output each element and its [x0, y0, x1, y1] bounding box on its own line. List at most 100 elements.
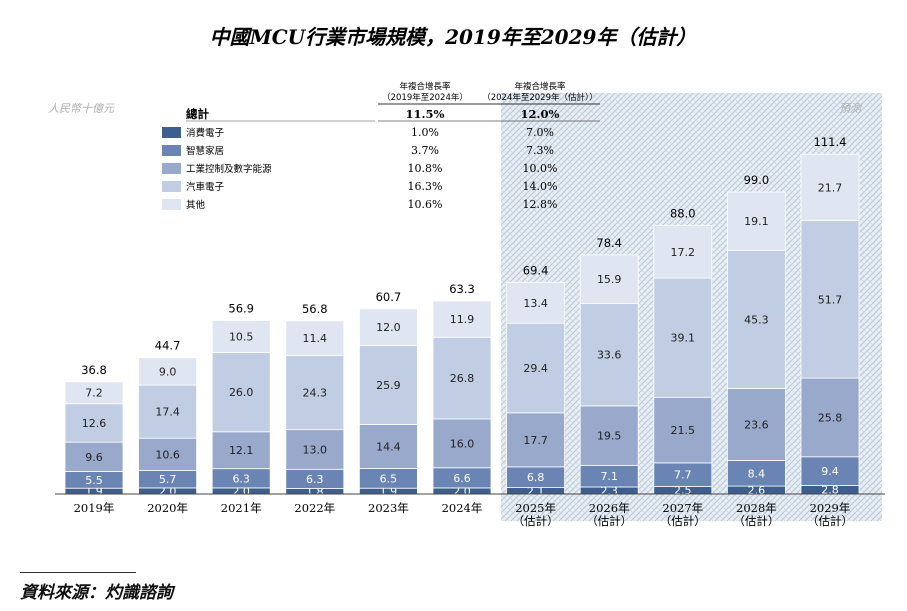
bar-value-label: 12.0 [376, 321, 401, 334]
bar-segment [506, 412, 566, 468]
bar-value-label: 11.4 [303, 332, 328, 345]
bar-value-label: 7.7 [674, 469, 692, 482]
bar-total-label: 44.7 [155, 339, 181, 353]
bar-total-label: 56.9 [228, 301, 254, 315]
bar-segment [653, 225, 713, 279]
bar-value-label: 17.7 [523, 434, 548, 447]
bar-segment [727, 388, 786, 461]
x-tick-label: 2027年 [662, 501, 703, 515]
bar-value-label: 5.7 [159, 473, 177, 486]
forecast-label: 預測 [839, 102, 863, 115]
cagr-header: 年複合增長率 [514, 81, 566, 92]
bar-value-label: 26.8 [450, 372, 475, 385]
bar-value-label: 33.6 [597, 349, 622, 362]
x-tick-label: 2024年 [442, 501, 483, 515]
x-tick-label: 2022年 [294, 501, 335, 515]
bars-layer: 1.95.59.612.67.236.82.05.710.617.49.044.… [64, 135, 860, 498]
bar-segment [285, 429, 345, 470]
unit-label: 人民幣十億元 [48, 102, 115, 115]
legend-swatch [162, 127, 181, 138]
bar-segment [727, 191, 786, 251]
bar-total-label: 60.7 [376, 290, 402, 304]
bar-segment [506, 322, 566, 414]
legend-swatch [162, 145, 181, 156]
bar-segment [64, 381, 124, 405]
legend-title: 總計 [186, 107, 209, 121]
bar-segment [138, 384, 198, 439]
x-tick-labels: 2019年 2020年 2021年 2022年 2023年 2024年 2025年（估計）2… [74, 501, 853, 528]
bar-segment [800, 377, 860, 458]
cagr-value: 3.7% [411, 144, 439, 157]
bar-value-label: 9.6 [85, 451, 103, 464]
bar-segment [800, 153, 860, 221]
bar-value-label: 12.6 [82, 417, 107, 430]
x-tick-label: （估計） [807, 514, 853, 528]
bar-segment [800, 456, 860, 486]
cagr-value: 1.0% [411, 126, 439, 139]
bar-value-label: 11.9 [450, 313, 475, 326]
bar-segment [211, 431, 271, 470]
bar-value-label: 13.4 [523, 297, 548, 310]
legend-label: 智慧家居 [186, 145, 224, 157]
x-tick-label: 2026年 [589, 501, 630, 515]
bar-segment [727, 460, 786, 487]
legend-swatch [162, 181, 181, 192]
bar-value-label: 9.4 [821, 465, 839, 478]
cagr-value: 10.0% [523, 162, 558, 175]
bar-value-label: 17.2 [671, 246, 696, 259]
cagr-value: 10.6% [408, 198, 443, 211]
bar-value-label: 15.9 [597, 273, 622, 286]
bar-segment [64, 403, 124, 443]
x-tick-label: 2020年 [147, 501, 188, 515]
bar-value-label: 19.5 [597, 430, 622, 443]
bar-value-label: 8.4 [748, 467, 766, 480]
bar-value-label: 10.5 [229, 330, 254, 343]
bar-segment [358, 345, 418, 425]
bar-value-label: 45.3 [744, 313, 769, 326]
x-tick-label: （估計） [586, 514, 632, 528]
bar-value-label: 51.7 [818, 293, 843, 306]
bar-segment [138, 437, 198, 471]
bar-total-label: 56.8 [302, 302, 328, 316]
bar-segment [579, 405, 639, 466]
bar-segment [432, 300, 492, 338]
x-tick-label: 2029年 [810, 501, 851, 515]
bar-value-label: 26.0 [229, 386, 254, 399]
bar-value-label: 21.5 [671, 424, 696, 437]
bar-total-label: 36.8 [81, 363, 107, 377]
cagr-value: 7.3% [526, 144, 554, 157]
bar-segment [285, 320, 345, 356]
x-tick-label: 2023年 [368, 501, 409, 515]
bar-total-label: 88.0 [670, 207, 696, 221]
bar-value-label: 9.0 [159, 365, 177, 378]
legend-label: 工業控制及數字能源 [186, 163, 272, 175]
bar-value-label: 2.8 [821, 484, 839, 497]
bar-value-label: 19.1 [744, 215, 769, 228]
bar-value-label: 7.1 [600, 470, 618, 483]
bar-value-label: 39.1 [671, 332, 696, 345]
bar-total-label: 78.4 [596, 236, 622, 250]
cagr-value: 10.8% [408, 162, 443, 175]
bar-value-label: 29.4 [523, 362, 548, 375]
bar-segment [432, 418, 492, 469]
cagr-value: 14.0% [523, 180, 558, 193]
bar-segment [432, 336, 492, 420]
bar-value-label: 16.0 [450, 437, 475, 450]
source-rule [20, 572, 136, 573]
bar-segment [653, 396, 713, 464]
bar-value-label: 24.3 [303, 387, 328, 400]
bar-value-label: 12.1 [229, 444, 254, 457]
bar-segment [358, 308, 418, 346]
x-tick-label: （估計） [733, 514, 779, 528]
x-tick-label: 2028年 [736, 501, 777, 515]
legend-label: 汽車電子 [186, 181, 225, 193]
cagr-header-period: （2024年至2029年（估計）） [482, 92, 598, 103]
source-note: 資料來源：灼識諮詢 [20, 583, 173, 603]
bar-value-label: 2.1 [527, 485, 545, 498]
bar-segment [579, 254, 639, 304]
legend-swatch [162, 199, 181, 210]
bar-value-label: 23.6 [744, 418, 769, 431]
bar-segment [211, 352, 271, 433]
bar-total-label: 111.4 [814, 135, 847, 149]
bar-segment [211, 320, 271, 353]
